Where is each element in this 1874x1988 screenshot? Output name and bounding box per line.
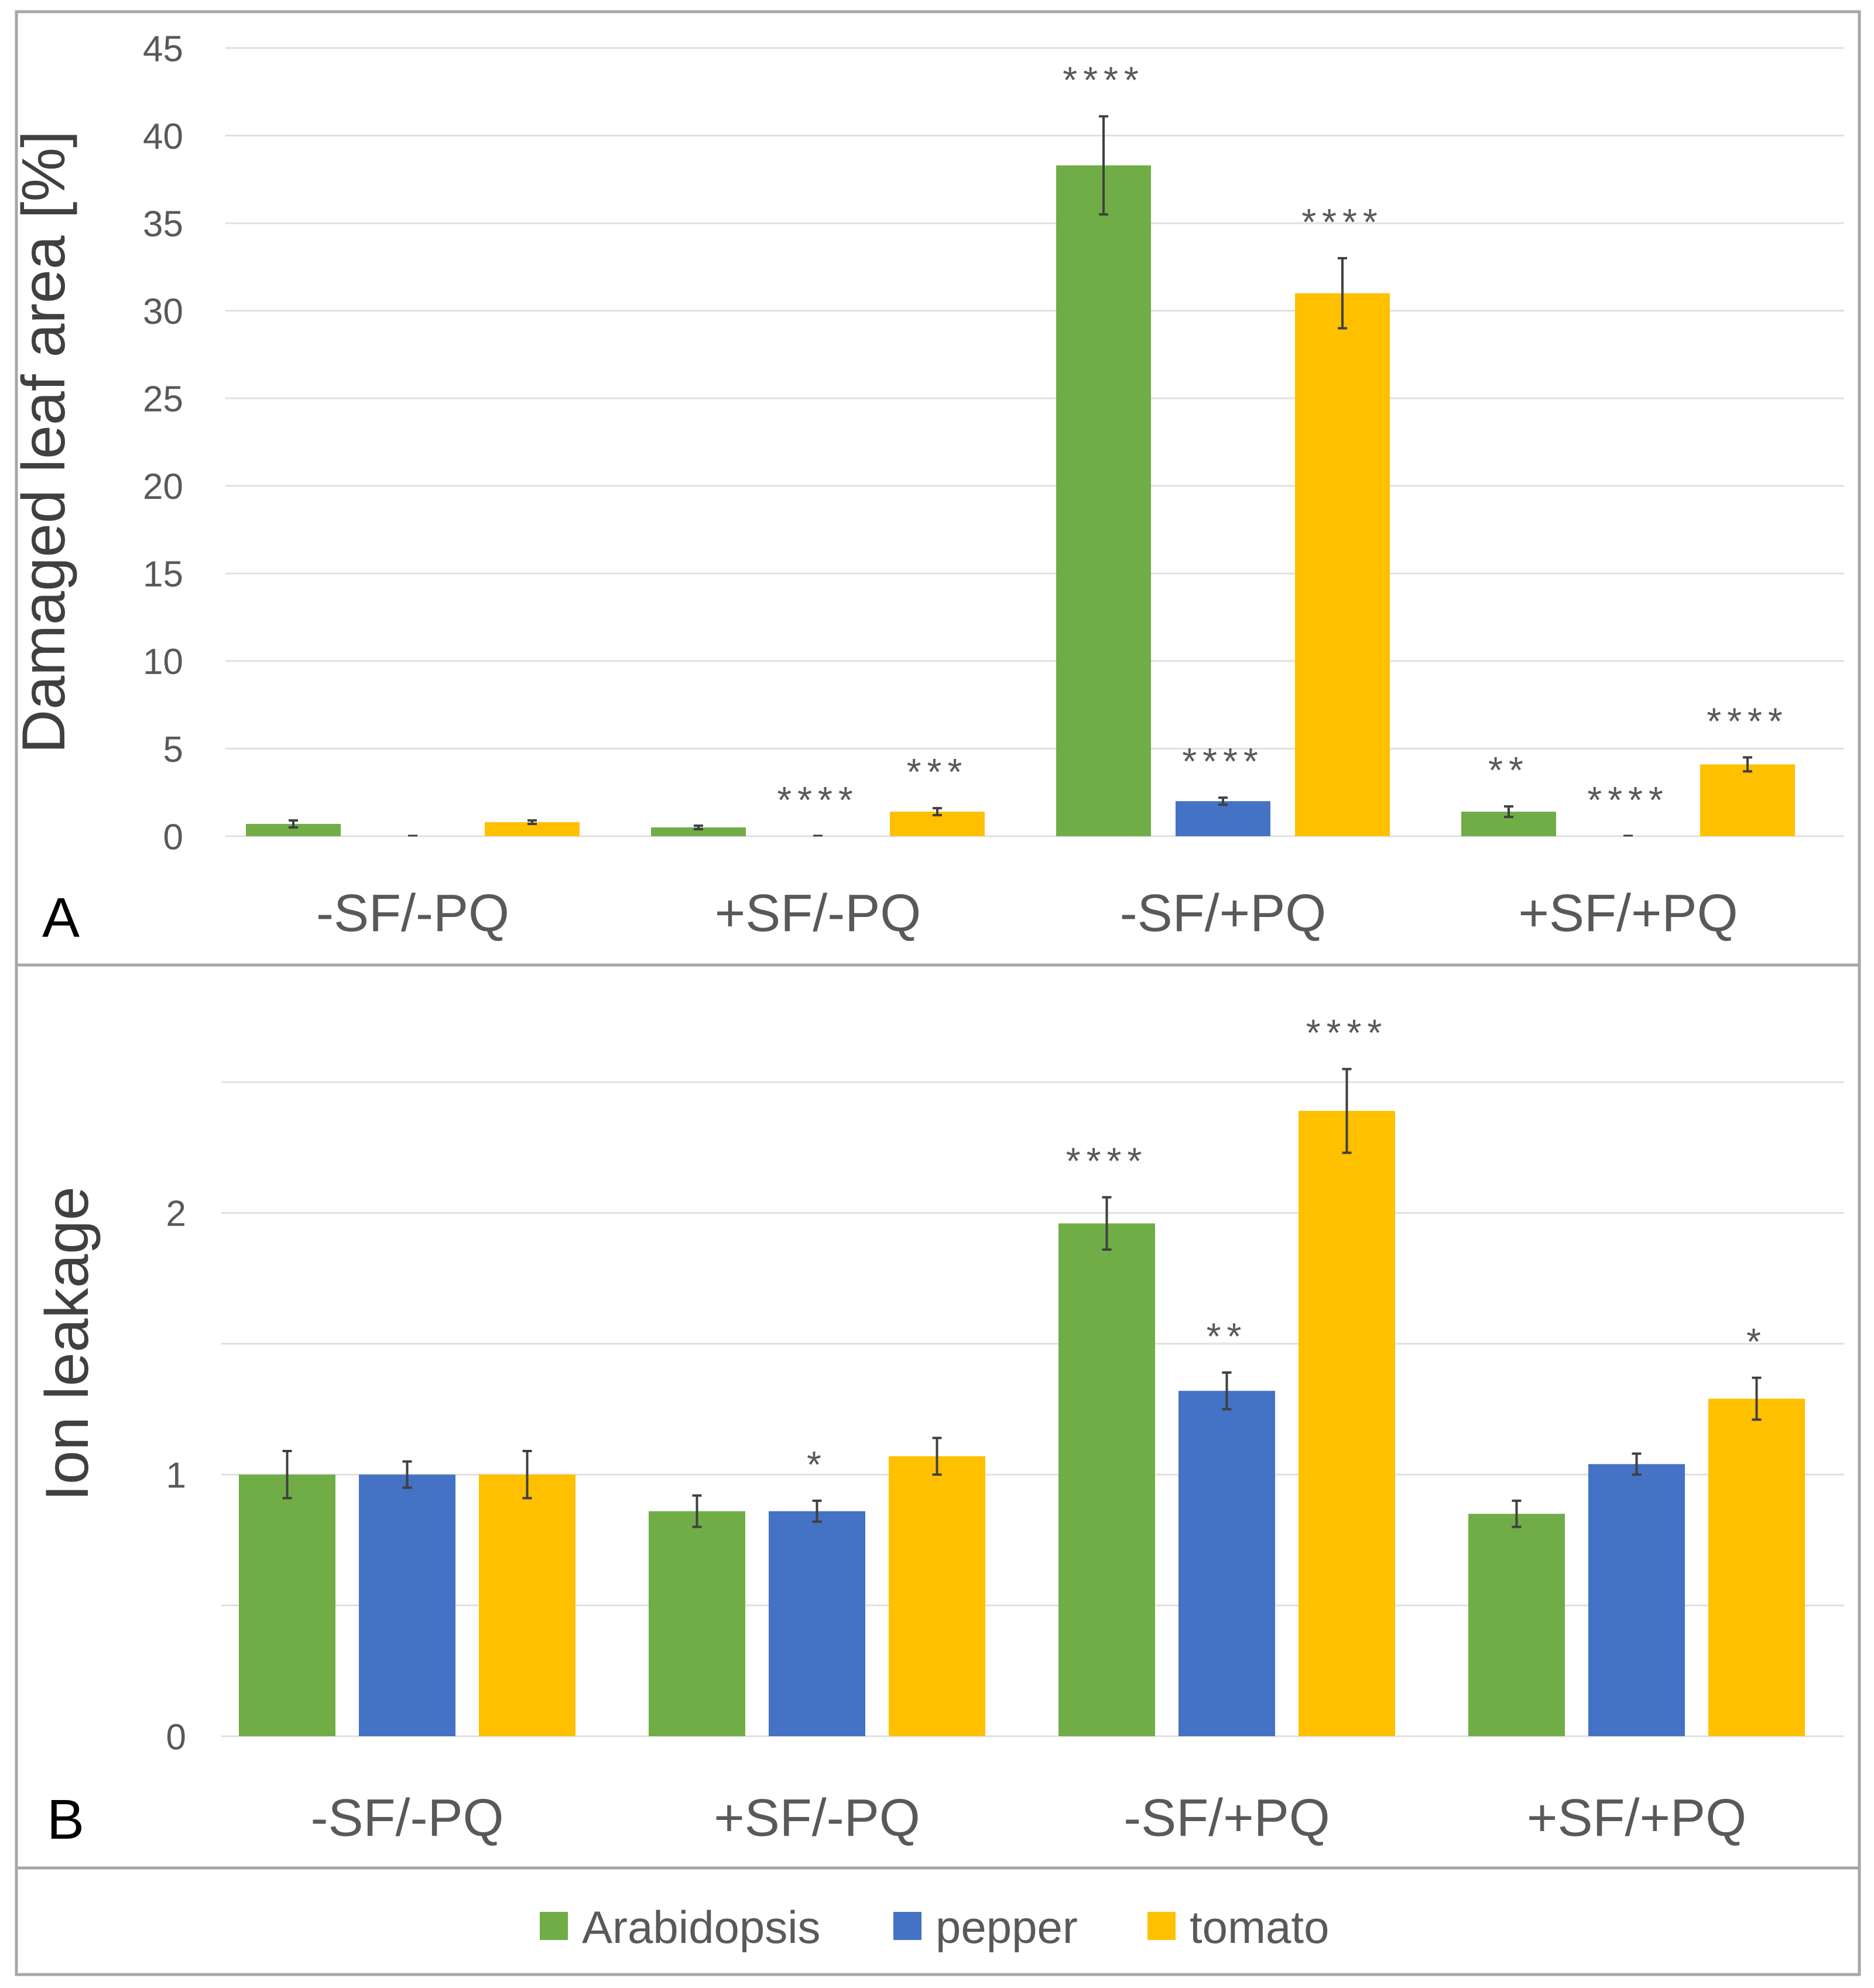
bar-arabidopsis-plusminus-sf-plusminus-pq bbox=[1468, 1514, 1565, 1736]
bar-tomato-minus-sf-plusminus-pq bbox=[1299, 1111, 1395, 1736]
bar-tomato-minus-sf-minus-pq bbox=[485, 822, 580, 836]
bar-arabidopsis-minus-sf-minus-pq bbox=[239, 1474, 335, 1736]
legend-swatch-arabidopsis bbox=[540, 1912, 568, 1940]
y-tick-label: 1 bbox=[166, 1456, 186, 1496]
y-tick-label: 40 bbox=[143, 117, 183, 157]
legend-label-arabidopsis: Arabidopsis bbox=[582, 1901, 821, 1953]
y-axis-title: Ion leakage bbox=[33, 1186, 101, 1501]
category-label: +SF/+PQ bbox=[1527, 1789, 1746, 1847]
bar-arabidopsis-plusminus-sf-minus-pq bbox=[651, 827, 746, 836]
bar-arabidopsis-minus-sf-plusminus-pq bbox=[1056, 165, 1151, 837]
significance-label: **** bbox=[1063, 59, 1145, 101]
significance-label: ** bbox=[1207, 1315, 1248, 1357]
bar-tomato-plusminus-sf-plusminus-pq bbox=[1700, 764, 1795, 836]
y-tick-label: 15 bbox=[143, 555, 183, 595]
y-tick-label: 2 bbox=[166, 1194, 186, 1234]
bar-arabidopsis-minus-sf-plusminus-pq bbox=[1058, 1223, 1155, 1736]
y-tick-label: 35 bbox=[143, 204, 183, 244]
category-label: +SF/-PQ bbox=[715, 884, 921, 943]
y-tick-label: 25 bbox=[143, 379, 183, 420]
significance-label: **** bbox=[1707, 700, 1789, 742]
y-tick-label: 10 bbox=[143, 642, 183, 682]
significance-label: **** bbox=[777, 779, 859, 821]
bar-pepper-minus-sf-minus-pq bbox=[359, 1474, 455, 1736]
bar-pepper-plusminus-sf-plusminus-pq bbox=[1588, 1464, 1685, 1736]
y-tick-label: 30 bbox=[143, 292, 183, 332]
category-label: +SF/+PQ bbox=[1518, 884, 1738, 943]
legend-label-pepper: pepper bbox=[936, 1901, 1078, 1953]
significance-label: * bbox=[1746, 1320, 1767, 1363]
y-tick-label: 45 bbox=[143, 29, 183, 69]
bar-pepper-plusminus-sf-minus-pq bbox=[769, 1511, 865, 1736]
y-tick-label: 20 bbox=[143, 467, 183, 507]
legend-swatch-pepper bbox=[893, 1912, 921, 1940]
significance-label: **** bbox=[1066, 1140, 1148, 1182]
category-label: -SF/-PQ bbox=[316, 884, 509, 943]
legend-label-tomato: tomato bbox=[1190, 1901, 1329, 1953]
significance-label: **** bbox=[1306, 1012, 1388, 1054]
bar-arabidopsis-minus-sf-minus-pq bbox=[246, 824, 341, 836]
legend: Arabidopsis pepper tomato bbox=[540, 1901, 1329, 1953]
outer-frame bbox=[15, 10, 1861, 1976]
panel-letter: B bbox=[47, 1788, 84, 1851]
bar-tomato-minus-sf-minus-pq bbox=[479, 1474, 575, 1736]
panel-letter: A bbox=[42, 887, 80, 949]
y-tick-label: 5 bbox=[163, 730, 183, 770]
bar-tomato-plusminus-sf-plusminus-pq bbox=[1708, 1398, 1805, 1736]
category-label: +SF/-PQ bbox=[714, 1789, 920, 1847]
category-label: -SF/+PQ bbox=[1120, 884, 1327, 943]
significance-label: *** bbox=[907, 751, 968, 793]
significance-label: ** bbox=[1488, 749, 1529, 791]
category-label: -SF/+PQ bbox=[1123, 1789, 1330, 1847]
significance-label: **** bbox=[1587, 779, 1669, 821]
significance-label: **** bbox=[1182, 740, 1264, 782]
panel-a-chart: 0 5 10 15 20 25 30 35 40 45 Damaged leaf area [%] -… bbox=[10, 29, 1844, 949]
bar-tomato-plusminus-sf-minus-pq bbox=[889, 1456, 985, 1736]
bar-tomato-minus-sf-plusminus-pq bbox=[1295, 293, 1390, 836]
bar-pepper-minus-sf-plusminus-pq bbox=[1176, 801, 1270, 836]
y-tick-label: 0 bbox=[166, 1717, 186, 1757]
category-label: -SF/-PQ bbox=[311, 1789, 504, 1847]
legend-swatch-tomato bbox=[1147, 1912, 1176, 1940]
bar-arabidopsis-plusminus-sf-minus-pq bbox=[649, 1511, 745, 1736]
y-tick-label: 0 bbox=[163, 817, 183, 857]
significance-label: **** bbox=[1301, 201, 1383, 243]
y-axis-title: Damaged leaf area [%] bbox=[10, 131, 78, 754]
significance-label: * bbox=[807, 1443, 827, 1486]
bar-pepper-minus-sf-plusminus-pq bbox=[1178, 1391, 1275, 1736]
